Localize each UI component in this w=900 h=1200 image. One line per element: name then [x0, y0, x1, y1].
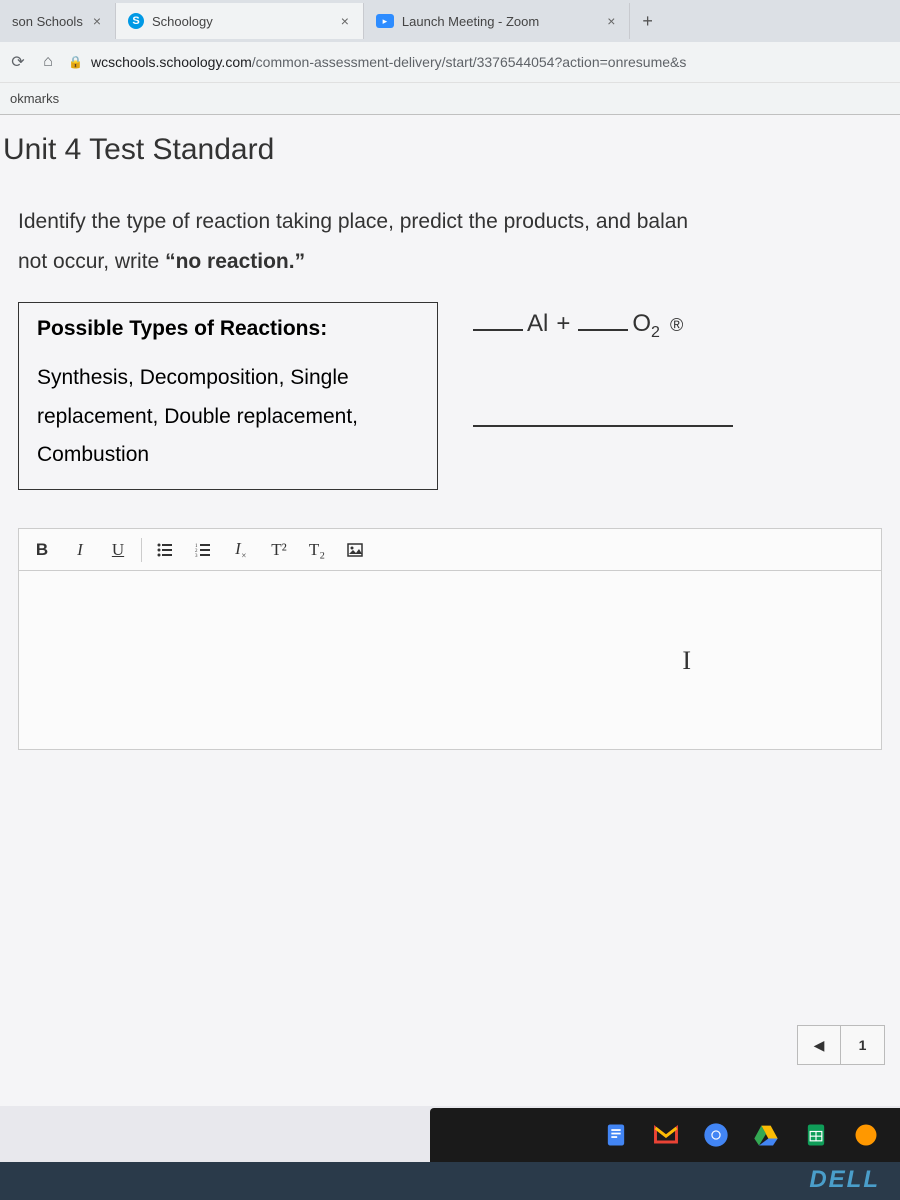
- tab-schoology[interactable]: S Schoology ×: [116, 3, 364, 39]
- reactions-list: Synthesis, Decomposition, Single replace…: [37, 359, 419, 476]
- sheets-icon[interactable]: [802, 1121, 830, 1149]
- close-icon[interactable]: ×: [91, 13, 103, 29]
- editor-body[interactable]: I: [18, 570, 882, 750]
- drive-icon[interactable]: [752, 1121, 780, 1149]
- question-body: Possible Types of Reactions: Synthesis, …: [0, 282, 900, 511]
- bullet-list-icon: [156, 541, 174, 559]
- schoology-icon: S: [128, 13, 144, 29]
- italic-button[interactable]: I: [61, 531, 99, 569]
- subscript-button[interactable]: T₂: [298, 531, 336, 569]
- clear-format-icon: I×: [235, 539, 247, 560]
- reactions-box: Possible Types of Reactions: Synthesis, …: [18, 302, 438, 491]
- url-field[interactable]: 🔒 wcschools.schoology.com/common-assessm…: [68, 54, 892, 70]
- question-text: Identify the type of reaction taking pla…: [0, 192, 900, 282]
- browser-chrome: son Schools × S Schoology × ▸ Launch Mee…: [0, 0, 900, 115]
- image-button[interactable]: [336, 531, 374, 569]
- image-icon: [346, 541, 364, 559]
- tabs-bar: son Schools × S Schoology × ▸ Launch Mee…: [0, 0, 900, 42]
- numbered-list-button[interactable]: 123: [184, 531, 222, 569]
- tab-zoom[interactable]: ▸ Launch Meeting - Zoom ×: [364, 3, 630, 39]
- blank-answer: [473, 407, 733, 427]
- svg-text:3: 3: [195, 554, 198, 559]
- lock-icon: 🔒: [68, 55, 83, 69]
- app-icon[interactable]: [852, 1121, 880, 1149]
- docs-icon[interactable]: [602, 1121, 630, 1149]
- desk-surface: [0, 1162, 900, 1200]
- taskbar: [430, 1108, 900, 1162]
- text-cursor: I: [682, 646, 691, 676]
- page-title: Unit 4 Test Standard: [0, 115, 900, 192]
- new-tab-button[interactable]: +: [630, 11, 665, 32]
- tab-title: Schoology: [152, 14, 213, 29]
- editor-toolbar: B I U 123 I× T² T₂: [18, 528, 882, 570]
- chrome-icon[interactable]: [702, 1121, 730, 1149]
- gmail-icon[interactable]: [652, 1121, 680, 1149]
- close-icon[interactable]: ×: [547, 13, 617, 29]
- equation: Al + O2 ®: [473, 310, 733, 342]
- bullet-list-button[interactable]: [146, 531, 184, 569]
- superscript-button[interactable]: T²: [260, 531, 298, 569]
- text-editor: B I U 123 I× T² T₂ I: [18, 528, 882, 750]
- reload-icon[interactable]: ⟳: [8, 52, 28, 72]
- divider: [141, 538, 142, 562]
- home-icon[interactable]: ⌂: [38, 53, 58, 71]
- question-line2: not occur, write “no reaction.”: [18, 242, 900, 282]
- url-text: wcschools.schoology.com/common-assessmen…: [91, 54, 686, 70]
- subscript-icon: T₂: [309, 540, 325, 560]
- question-nav: ◀ 1: [797, 1025, 885, 1065]
- bookmarks-label: okmarks: [10, 91, 59, 106]
- content-area: Unit 4 Test Standard Identify the type o…: [0, 115, 900, 1106]
- equation-area: Al + O2 ®: [473, 302, 733, 434]
- tab-title: Launch Meeting - Zoom: [402, 14, 539, 29]
- bold-button[interactable]: B: [23, 531, 61, 569]
- close-icon[interactable]: ×: [221, 13, 351, 29]
- numbered-list-icon: 123: [194, 541, 212, 559]
- question-line1: Identify the type of reaction taking pla…: [18, 202, 900, 242]
- question-number[interactable]: 1: [841, 1025, 885, 1065]
- clear-format-button[interactable]: I×: [222, 531, 260, 569]
- blank-coefficient-2: [578, 311, 628, 331]
- reactions-title: Possible Types of Reactions:: [37, 317, 419, 341]
- underline-button[interactable]: U: [99, 531, 137, 569]
- dell-logo: DELL: [809, 1166, 880, 1194]
- bookmarks-bar: okmarks: [0, 82, 900, 114]
- tab-title: son Schools: [12, 14, 83, 29]
- address-bar: ⟳ ⌂ 🔒 wcschools.schoology.com/common-ass…: [0, 42, 900, 82]
- prev-question-button[interactable]: ◀: [797, 1025, 841, 1065]
- tab-schools[interactable]: son Schools ×: [0, 3, 116, 39]
- superscript-icon: T²: [271, 540, 286, 560]
- blank-coefficient-1: [473, 311, 523, 331]
- zoom-icon: ▸: [376, 14, 394, 28]
